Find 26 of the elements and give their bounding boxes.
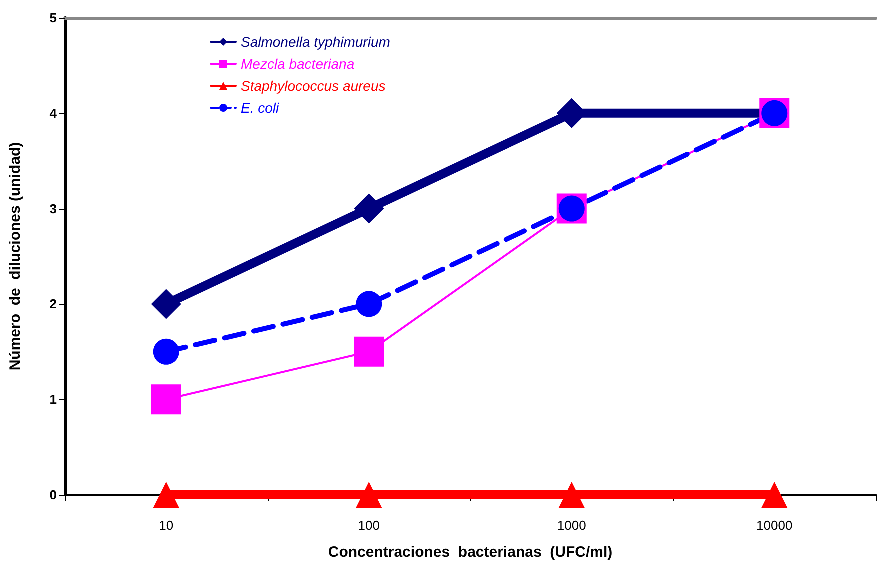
point xyxy=(356,482,382,508)
y-axis-title: Número de diluciones (unidad) xyxy=(7,142,24,371)
point xyxy=(153,338,180,365)
x-tick-label: 100 xyxy=(358,518,380,533)
y-tick-label: 4 xyxy=(50,106,58,121)
point xyxy=(151,384,182,415)
point xyxy=(356,291,382,318)
x-tick-label: 10000 xyxy=(756,518,793,533)
point xyxy=(558,482,585,508)
y-tick-label: 5 xyxy=(50,10,57,26)
point xyxy=(153,482,180,508)
point xyxy=(151,289,182,320)
point xyxy=(762,482,788,508)
legend-label: Mezcla bacteriana xyxy=(241,56,355,72)
point xyxy=(354,336,384,367)
y-tick-label: 1 xyxy=(50,392,57,408)
y-tick-label: 0 xyxy=(50,488,57,502)
legend-label: E. coli xyxy=(241,100,280,116)
x-tick-label: 1000 xyxy=(557,518,586,533)
legend-label: Staphylococcus aureus xyxy=(241,78,386,94)
point xyxy=(354,194,384,224)
x-tick-label: 10 xyxy=(159,518,174,533)
y-tick-label: 3 xyxy=(50,201,57,216)
y-tick-label: 2 xyxy=(50,296,57,312)
x-axis-title: Concentraciones bacterianas (UFC/ml) xyxy=(328,544,613,561)
legend-label: Salmonella typhimurium xyxy=(241,34,391,50)
